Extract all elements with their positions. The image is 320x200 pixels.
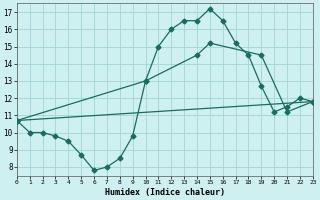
- X-axis label: Humidex (Indice chaleur): Humidex (Indice chaleur): [105, 188, 225, 197]
